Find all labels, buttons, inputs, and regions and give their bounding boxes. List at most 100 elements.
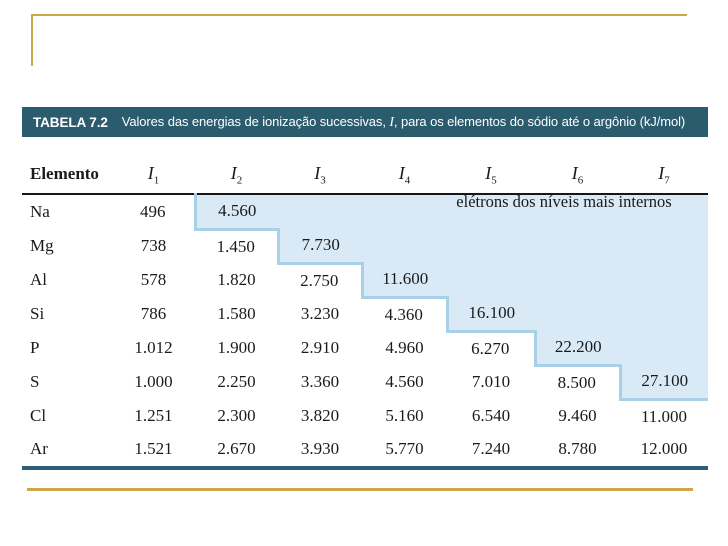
table-number-label: TABELA 7.2 [33,114,108,130]
value-cell [620,263,708,297]
table-row: S 1.000 2.250 3.360 4.560 7.010 8.500 27.100 [22,365,708,401]
element-cell: Mg [30,236,54,255]
ionization-energies-table: Elemento I1 I2 I3 I4 I5 I6 I7 Na 496 4.560 Mg 738 1… [22,137,708,470]
table-row: Na 496 4.560 [22,194,708,231]
value-cell: 578 [140,270,167,289]
value-cell: 1.251 [134,406,173,425]
value-cell: 1.012 [134,338,173,357]
element-cell: Na [30,202,50,221]
value-cell [362,229,447,263]
value-cell: 11.000 [640,406,688,426]
table-title-text: Valores das energias de ionização sucess… [121,113,686,130]
table-row: Al 578 1.820 2.750 11.600 [22,263,708,299]
value-cell [278,194,362,229]
table-row: P 1.012 1.900 2.910 4.960 6.270 22.200 [22,331,708,367]
ionization-subscript: 5 [491,174,497,187]
value-cell: 1.521 [134,439,173,459]
ionization-column-header: I3 [278,137,362,195]
ionization-column-header: I1 [112,137,195,195]
element-column-header: Elemento [22,137,112,195]
table-title-bar: TABELA 7.2 Valores das energias de ioniz… [22,107,708,137]
ionization-subscript: 3 [320,174,326,187]
ionization-subscript: 4 [404,174,411,187]
value-cell [620,194,708,229]
value-cell: 6.270 [471,338,510,358]
table-row: Ar 1.521 2.670 3.930 5.770 7.240 8.780 12.000 [22,433,708,468]
value-cell: 2.250 [217,372,256,391]
inner-shell-electrons-annotation: elétrons dos níveis mais internos [456,192,672,211]
value-cell: 27.100 [618,365,708,401]
gold-corner-horizontal-line [31,14,687,16]
value-cell: 16.100 [445,297,535,333]
value-cell: 1.000 [134,372,173,391]
value-cell: 11.600 [360,263,447,299]
element-cell: Ar [30,439,48,459]
gold-bottom-line [27,488,693,491]
value-cell: 3.230 [300,304,340,323]
ionization-symbol: I [230,163,237,183]
value-cell: 2.910 [300,338,340,357]
table-body: Na 496 4.560 Mg 738 1.450 7.730 Al 578 1.820 2.750… [22,194,708,468]
value-cell: 1.820 [217,270,256,289]
table-header-row: Elemento I1 I2 I3 I4 I5 I6 I7 [22,137,708,195]
value-cell: 4.560 [193,194,278,231]
value-cell: 9.460 [558,406,597,425]
ionization-column-header: I4 [362,137,447,195]
value-cell: 738 [140,236,167,255]
value-cell: 6.540 [471,406,511,425]
table-row: Cl 1.251 2.300 3.820 5.160 6.540 9.460 11.000 [22,399,708,433]
ionization-subscript: 1 [153,174,160,187]
value-cell [620,229,708,263]
element-cell: P [30,338,40,357]
ionization-symbol: I [571,163,578,183]
value-cell: 7.010 [471,372,511,391]
value-cell: 12.000 [640,439,688,459]
ionization-symbol: I [147,163,154,183]
value-cell [447,229,535,263]
value-cell [535,297,620,331]
value-cell [535,263,620,297]
value-cell: 3.930 [300,439,340,459]
value-cell: 2.750 [300,270,339,290]
value-cell: 7.240 [471,439,511,459]
value-cell: 786 [140,304,167,323]
value-cell: 496 [140,202,166,221]
value-cell [620,297,708,331]
ionization-symbol: I [398,163,405,183]
ionization-subscript: 7 [664,174,670,187]
ionization-symbol: I [485,163,492,183]
ionization-column-header: I2 [195,137,278,195]
element-cell: Cl [30,406,47,425]
ionization-column-header: I6 [535,137,620,195]
value-cell: 2.670 [217,439,256,459]
ionization-subscript: 2 [236,174,243,187]
ionization-symbol: I [658,163,665,183]
value-cell: 1.580 [217,304,256,323]
value-cell [620,331,708,365]
value-cell: 3.820 [300,406,340,425]
value-cell: 8.500 [557,372,596,392]
element-cell: Si [30,304,45,323]
ionization-subscript: 6 [577,174,584,187]
value-cell [447,263,535,297]
value-cell: 5.770 [385,439,424,459]
ionization-column-header: I5 [447,137,535,195]
ionization-table-block: TABELA 7.2 Valores das energias de ioniz… [22,107,708,470]
value-cell: 4.360 [384,304,423,324]
value-cell: 5.160 [385,406,424,425]
value-cell [447,194,535,229]
gold-corner-vertical-line [31,14,33,66]
element-cell: Al [30,270,47,289]
ionization-symbol: I [314,163,321,183]
value-cell: 3.360 [300,372,340,391]
value-cell: 7.730 [276,229,362,265]
table-row: Si 786 1.580 3.230 4.360 16.100 [22,297,708,333]
value-cell: 4.560 [385,372,424,391]
value-cell: 4.960 [385,338,424,357]
ionization-column-header: I7 [620,137,708,195]
value-cell [535,194,620,229]
value-cell: 1.900 [217,338,256,357]
value-cell: 2.300 [217,406,256,425]
value-cell [535,229,620,263]
